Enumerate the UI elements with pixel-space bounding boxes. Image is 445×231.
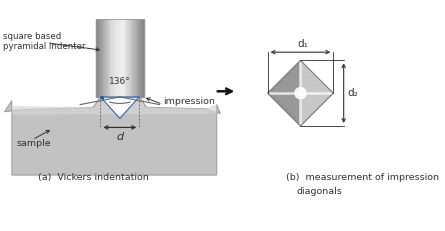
Bar [128,19,129,97]
Polygon shape [101,97,102,99]
Bar [138,19,139,97]
Polygon shape [101,97,103,99]
Text: sample: sample [16,139,51,148]
Polygon shape [101,97,103,100]
Bar [126,19,127,97]
Bar [98,19,99,97]
Polygon shape [101,97,102,99]
Polygon shape [102,97,104,100]
Bar [103,19,104,97]
Bar [136,19,137,97]
Polygon shape [101,97,102,99]
Bar [113,19,114,97]
Bar [134,19,136,97]
Bar [102,19,103,97]
Polygon shape [101,97,103,99]
Bar [111,19,113,97]
Polygon shape [101,97,102,99]
Polygon shape [101,97,102,99]
Polygon shape [101,97,103,100]
Bar [99,19,101,97]
Bar [133,19,134,97]
Polygon shape [268,60,333,93]
Polygon shape [101,97,102,99]
Text: impression: impression [163,97,214,106]
Bar [104,19,105,97]
Polygon shape [4,97,220,175]
Text: (b)  measurement of impression: (b) measurement of impression [286,173,439,182]
Bar [117,19,119,97]
Bar [119,19,120,97]
Polygon shape [101,97,103,100]
Circle shape [295,88,306,99]
Polygon shape [268,93,333,126]
Bar [115,19,116,97]
Bar [110,19,111,97]
Text: d₁: d₁ [297,39,308,49]
Polygon shape [102,97,104,100]
Polygon shape [101,97,103,99]
Bar [108,19,109,97]
Bar [114,19,115,97]
Polygon shape [101,97,103,100]
Bar [139,19,141,97]
Bar [125,19,126,97]
Text: (a)  Vickers indentation: (a) Vickers indentation [38,173,149,182]
Bar [122,19,124,97]
Bar [131,19,132,97]
Polygon shape [101,97,103,100]
Polygon shape [101,97,103,100]
Polygon shape [102,97,103,100]
Bar [106,19,108,97]
Polygon shape [101,97,102,99]
Bar [120,19,121,97]
Polygon shape [102,97,103,100]
Bar [141,19,142,97]
Polygon shape [101,97,103,99]
Bar [105,19,106,97]
Text: diagonals: diagonals [297,187,343,196]
Bar [143,19,144,97]
Text: d₂: d₂ [348,88,358,98]
Text: d: d [116,132,123,142]
Bar [129,19,131,97]
Bar [101,19,102,97]
Polygon shape [12,97,217,119]
Polygon shape [101,97,103,100]
Polygon shape [300,60,333,126]
Bar [109,19,110,97]
Bar [137,19,138,97]
Polygon shape [101,97,102,99]
Bar [127,19,128,97]
Bar [142,19,143,97]
Bar [96,19,97,97]
Polygon shape [268,60,300,126]
Bar [132,19,133,97]
Bar [116,19,117,97]
Bar [97,19,98,97]
Polygon shape [101,97,102,99]
Bar [124,19,125,97]
Bar [121,19,122,97]
Text: 136°: 136° [109,77,131,86]
Text: square based
pyramidal indenter: square based pyramidal indenter [3,32,85,51]
Polygon shape [102,97,103,100]
